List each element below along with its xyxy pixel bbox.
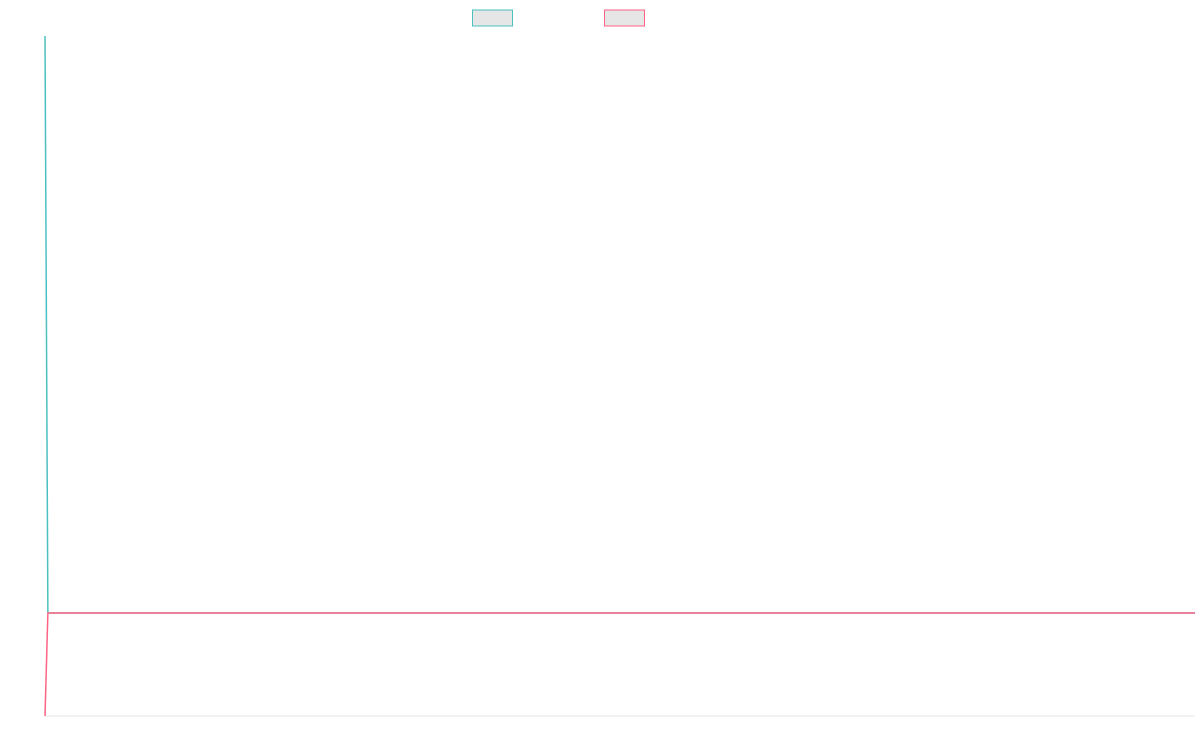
series-0 xyxy=(44,35,1196,614)
series-line-1 xyxy=(44,612,1195,717)
legend-swatch-1 xyxy=(604,9,645,27)
legend-item-1 xyxy=(604,9,645,27)
legend-swatch-0 xyxy=(472,9,513,27)
legend xyxy=(472,9,645,27)
legend-item-0 xyxy=(472,9,513,27)
series-line-0 xyxy=(44,35,1195,614)
series-1 xyxy=(44,612,1196,717)
series-layer xyxy=(44,35,1196,717)
